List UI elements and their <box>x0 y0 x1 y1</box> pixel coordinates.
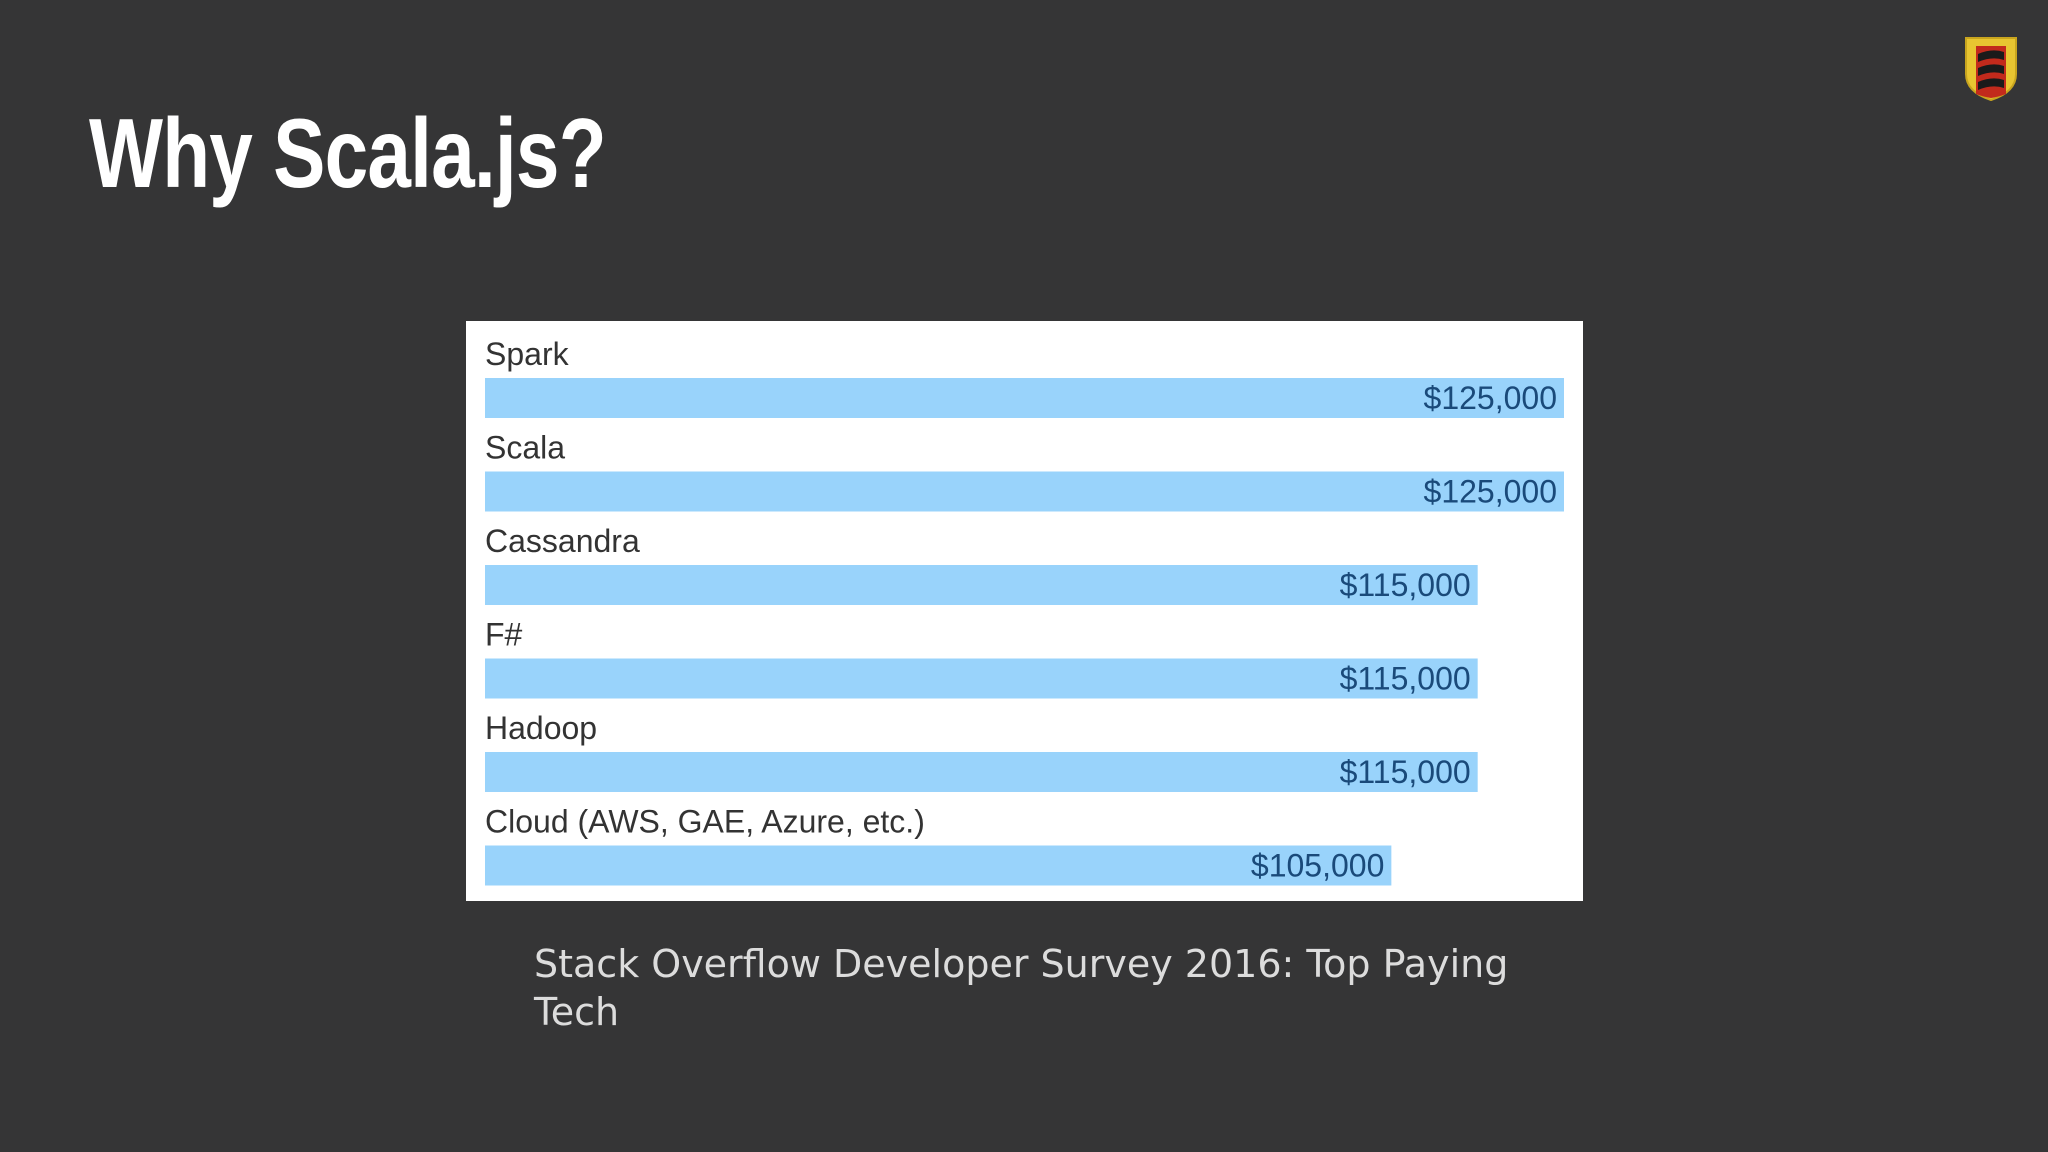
bar <box>485 845 1392 886</box>
bar-value-label: $115,000 <box>1340 754 1471 790</box>
scala-logo-icon <box>1965 37 2017 102</box>
category-label: Hadoop <box>485 710 597 746</box>
bar <box>485 565 1478 605</box>
chart-panel: Spark $125,000 Scala $125,000 Cassandra $115,… <box>466 321 1583 901</box>
category-label: Cassandra <box>485 523 640 559</box>
bar <box>485 471 1564 512</box>
category-label: Cloud (AWS, GAE, Azure, etc.) <box>485 804 925 840</box>
bar-value-label: $115,000 <box>1340 661 1471 697</box>
category-label: Scala <box>485 430 565 466</box>
bar <box>485 752 1478 792</box>
slide-title: Why Scala.js? <box>89 98 607 208</box>
bar-value-label: $105,000 <box>1251 848 1384 884</box>
category-label: Spark <box>485 336 570 372</box>
bar-value-label: $125,000 <box>1424 474 1557 510</box>
category-label: F# <box>485 617 523 653</box>
bar <box>485 378 1564 418</box>
bar-value-label: $125,000 <box>1424 380 1557 416</box>
bar <box>485 658 1478 699</box>
chart-caption: Stack Overflow Developer Survey 2016: To… <box>534 942 1509 1034</box>
bar-chart: Spark $125,000 Scala $125,000 Cassandra $115,… <box>485 336 1564 886</box>
bar-value-label: $115,000 <box>1340 567 1471 603</box>
